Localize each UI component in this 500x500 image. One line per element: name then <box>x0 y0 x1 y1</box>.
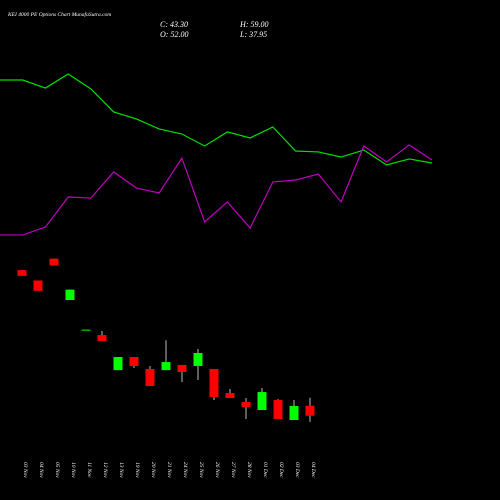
x-tick-label: 05 Nov <box>54 462 60 478</box>
candle-body <box>17 270 27 276</box>
candle-body <box>65 289 75 300</box>
chart-title: KEI 4000 PE Options Chart MunafaSutra.co… <box>7 11 111 18</box>
candle-body <box>97 335 107 342</box>
x-tick-label: 19 Nov <box>134 462 140 478</box>
candle-body <box>289 405 299 420</box>
header-open: O: 52.00 <box>160 30 188 39</box>
header-low: L: 37.95 <box>239 30 267 39</box>
x-tick-label: 11 Nov <box>86 462 92 478</box>
x-tick-label: 21 Nov <box>166 462 172 478</box>
x-tick-label: 02 Dec <box>278 462 284 478</box>
x-tick-label: 12 Nov <box>102 462 108 478</box>
header-high: H: 59.00 <box>239 20 268 29</box>
x-tick-label: 01 Dec <box>262 462 268 478</box>
candle-body <box>33 280 43 291</box>
indicator-line <box>0 144 433 236</box>
header-close: C: 43.30 <box>160 20 188 29</box>
candle-body <box>49 258 59 266</box>
x-tick-label: 28 Nov <box>246 462 252 478</box>
candle-body <box>225 393 235 399</box>
x-tick-label: 03 Dec <box>294 462 300 478</box>
candle-body <box>273 400 283 419</box>
candle-body <box>113 357 123 371</box>
x-tick-label: 27 Nov <box>230 462 236 478</box>
candle-body <box>193 352 203 366</box>
candle-body <box>209 368 219 398</box>
x-tick-label: 24 Nov <box>182 462 189 478</box>
x-tick-label: 20 Nov <box>150 462 156 478</box>
candle-body <box>81 329 91 331</box>
candle-body <box>145 368 155 386</box>
x-tick-label: 26 Nov <box>214 462 220 478</box>
x-tick-label: 25 Nov <box>198 462 204 478</box>
candle-body <box>305 405 315 416</box>
candle-body <box>161 362 171 371</box>
candle-body <box>129 357 139 366</box>
x-tick-label: 13 Nov <box>118 462 124 478</box>
x-tick-label: 04 Dec <box>310 462 317 478</box>
indicator-line <box>0 73 433 166</box>
candle-body <box>177 364 187 372</box>
x-tick-label: 10 Nov <box>70 462 76 478</box>
candle-body <box>257 392 267 410</box>
x-tick-label: 04 Nov <box>38 462 45 478</box>
x-tick-label: 03 Nov <box>22 462 28 478</box>
candle-body <box>241 401 251 408</box>
